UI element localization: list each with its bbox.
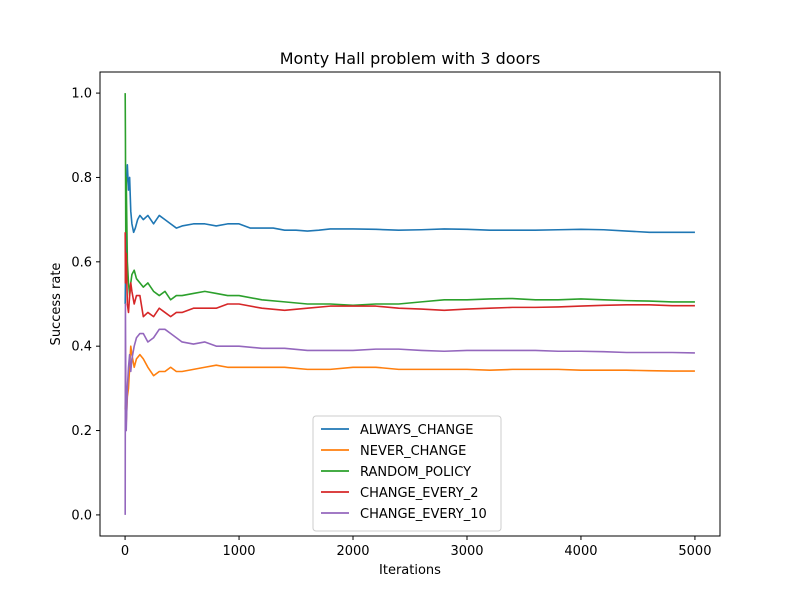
y-axis-ticks: 0.0 0.2 0.4 0.6 0.8 1.0 — [71, 87, 100, 523]
x-tick-label: 2000 — [336, 544, 369, 559]
series-line-change-every-2 — [124, 232, 695, 318]
x-tick-label: 3000 — [450, 544, 483, 559]
series-line-change-every-10 — [124, 303, 695, 515]
y-tick-label: 0.4 — [71, 340, 92, 355]
y-tick-label: 0.8 — [71, 171, 92, 186]
y-tick-label: 0.2 — [71, 424, 92, 439]
y-tick-label: 0.0 — [71, 508, 92, 523]
y-tick-label: 1.0 — [71, 87, 92, 102]
legend-label-never-change: NEVER_CHANGE — [360, 444, 466, 459]
x-axis-label: Iterations — [379, 563, 441, 578]
legend: ALWAYS_CHANGE NEVER_CHANGE RANDOM_POLICY CH… — [312, 415, 502, 532]
x-tick-label: 5000 — [678, 544, 711, 559]
x-axis-ticks: 0 1000 2000 3000 4000 5000 — [121, 536, 711, 559]
legend-label-always-change: ALWAYS_CHANGE — [360, 423, 473, 438]
chart-title: Monty Hall problem with 3 doors — [280, 49, 541, 68]
plot-area — [124, 93, 695, 515]
y-tick-label: 0.6 — [71, 255, 92, 270]
legend-label-random-policy: RANDOM_POLICY — [360, 465, 471, 480]
y-axis-label: Success rate — [49, 263, 64, 346]
x-tick-label: 4000 — [564, 544, 597, 559]
legend-label-change-every-10: CHANGE_EVERY_10 — [360, 507, 487, 522]
x-tick-label: 0 — [121, 544, 129, 559]
plot-frame — [99, 71, 721, 537]
series-line-random-policy — [124, 93, 695, 307]
legend-label-change-every-2: CHANGE_EVERY_2 — [360, 486, 479, 501]
series-line-always-change — [124, 164, 695, 305]
series-line-never-change — [124, 345, 695, 423]
x-tick-label: 1000 — [222, 544, 255, 559]
legend-box — [312, 415, 502, 532]
